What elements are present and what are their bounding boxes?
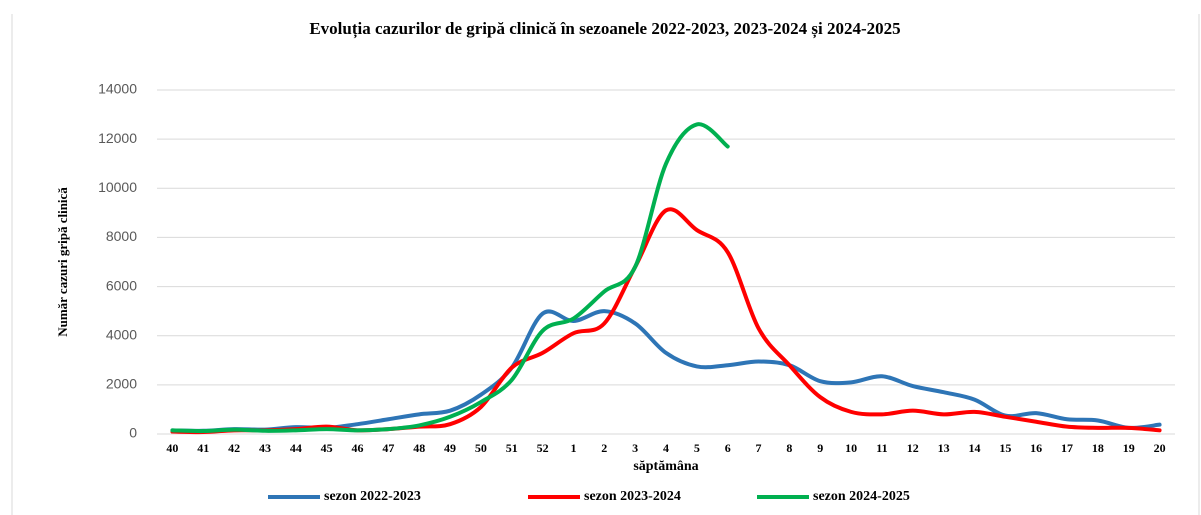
series-line	[170, 309, 1162, 433]
legend-label: sezon 2024-2025	[813, 489, 910, 504]
legend-label: sezon 2023-2024	[584, 489, 681, 504]
x-tick-label: 1	[570, 441, 576, 455]
x-tick-label: 14	[968, 441, 980, 455]
x-tick-label: 3	[632, 441, 638, 455]
x-axis-label: săptămâna	[633, 459, 698, 474]
x-tick-label: 5	[694, 441, 700, 455]
y-tick-label: 6000	[106, 277, 137, 293]
x-tick-label: 47	[382, 441, 394, 455]
x-tick-label: 6	[725, 441, 731, 455]
x-tick-label: 7	[756, 441, 762, 455]
x-tick-label: 16	[1030, 441, 1042, 455]
x-tick-label: 41	[197, 441, 209, 455]
x-tick-label: 9	[817, 441, 823, 455]
x-tick-label: 42	[228, 441, 240, 455]
x-tick-label: 49	[444, 441, 456, 455]
series-line	[170, 207, 1162, 435]
x-tick-label: 45	[321, 441, 333, 455]
x-tick-label: 2	[601, 441, 607, 455]
x-tick-label: 20	[1154, 441, 1166, 455]
legend-label: sezon 2022-2023	[324, 489, 421, 504]
x-tick-label: 12	[907, 441, 919, 455]
x-tick-label: 51	[506, 441, 518, 455]
x-tick-label: 50	[475, 441, 487, 455]
x-tick-label: 46	[352, 441, 364, 455]
x-tick-label: 4	[663, 441, 669, 455]
y-tick-label: 2000	[106, 376, 137, 392]
x-tick-label: 10	[845, 441, 857, 455]
y-tick-label: 14000	[98, 81, 137, 97]
x-tick-label: 15	[999, 441, 1011, 455]
y-tick-label: 4000	[106, 326, 137, 342]
y-tick-label: 0	[129, 425, 137, 441]
x-tick-label: 18	[1092, 441, 1104, 455]
x-tick-label: 48	[413, 441, 425, 455]
x-tick-label: 11	[876, 441, 887, 455]
x-tick-label: 43	[259, 441, 271, 455]
y-tick-label: 10000	[98, 179, 137, 195]
x-tick-label: 19	[1123, 441, 1135, 455]
series-line	[170, 122, 730, 434]
x-tick-label: 17	[1061, 441, 1073, 455]
y-axis-label: Număr cazuri gripă clinică	[55, 187, 70, 337]
x-tick-label: 13	[938, 441, 950, 455]
x-tick-label: 8	[786, 441, 792, 455]
chart-title: Evoluția cazurilor de gripă clinică în s…	[309, 19, 900, 39]
y-tick-label: 8000	[106, 228, 137, 244]
x-tick-label: 40	[166, 441, 178, 455]
y-tick-label: 12000	[98, 130, 137, 146]
x-tick-label: 44	[290, 441, 302, 455]
x-tick-label: 52	[537, 441, 549, 455]
